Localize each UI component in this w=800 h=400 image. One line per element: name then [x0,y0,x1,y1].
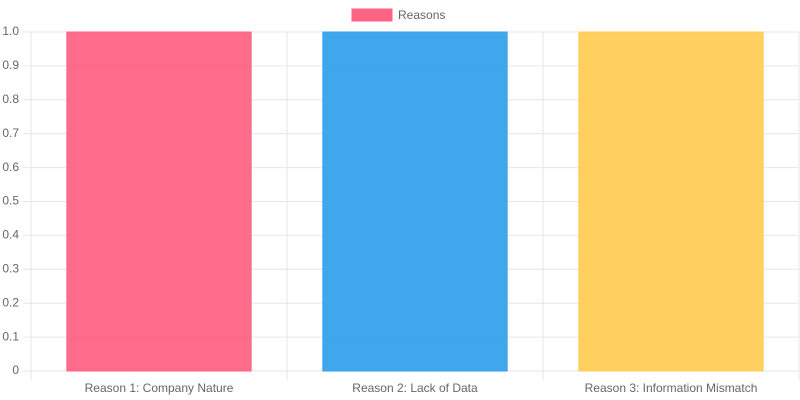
legend-swatch [351,8,393,22]
legend-label: Reasons [398,8,445,22]
y-tick-label: 0.7 [2,126,19,140]
y-tick-label: 0.2 [2,295,19,309]
y-tick-label: 0 [12,363,19,377]
x-tick-label: Reason 3: Information Mismatch [585,381,758,395]
y-tick-label: 0.1 [2,329,19,343]
y-tick-label: 0.3 [2,261,19,275]
x-tick-label: Reason 1: Company Nature [85,381,234,395]
bar [322,31,508,372]
y-tick-label: 0.5 [2,194,19,208]
y-tick-label: 1.0 [2,24,19,38]
bar [66,31,252,372]
y-tick-label: 0.9 [2,58,19,72]
bar [578,31,764,372]
y-tick-label: 0.8 [2,92,19,106]
y-tick-label: 0.4 [2,228,19,242]
x-tick-label: Reason 2: Lack of Data [352,381,478,395]
y-tick-label: 0.6 [2,160,19,174]
